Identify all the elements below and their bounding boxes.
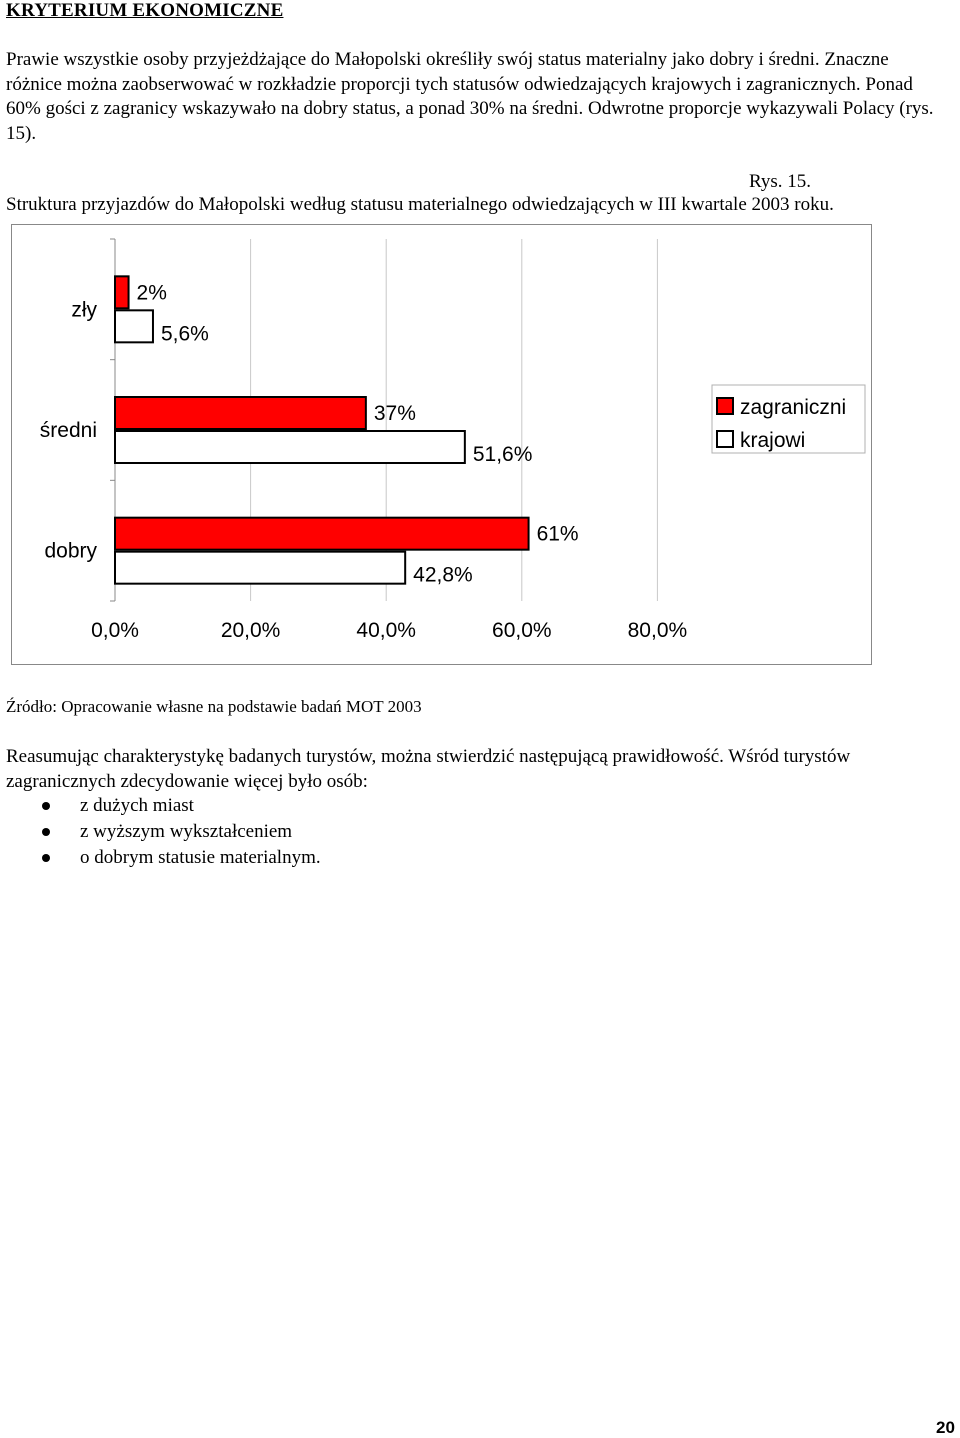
x-tick-label: 40,0% xyxy=(356,619,416,642)
page-number: 20 xyxy=(936,1418,955,1437)
bar xyxy=(114,275,130,310)
bullet-icon xyxy=(42,828,50,836)
x-tick-label: 60,0% xyxy=(492,619,552,642)
intro-paragraph: Prawie wszystkie osoby przyjeżdżające do… xyxy=(6,49,934,144)
data-label: 2% xyxy=(137,281,167,304)
figure-caption: Struktura przyjazdów do Małopolski wedłu… xyxy=(6,194,834,215)
legend-swatch xyxy=(716,397,734,415)
section-heading: KRYTERIUM EKONOMICZNE xyxy=(6,0,284,21)
bullet-icon xyxy=(42,854,50,862)
legend-label: zagraniczni xyxy=(740,396,846,419)
bar xyxy=(114,309,154,344)
data-label: 51,6% xyxy=(473,443,533,466)
bar xyxy=(114,430,466,464)
x-tick-label: 0,0% xyxy=(91,619,139,642)
bar xyxy=(114,396,367,430)
legend-box xyxy=(711,384,866,454)
category-label: średni xyxy=(40,419,97,442)
bullet-icon xyxy=(42,802,50,810)
bar-chart: zły 2% 5,6% średni 37% 51,6% dobry 61% 42,8% 0,0%… xyxy=(40,238,866,642)
legend-label: krajowi xyxy=(740,429,805,452)
data-label: 37% xyxy=(374,402,416,425)
source-note: Źródło: Opracowanie własne na podstawie … xyxy=(6,697,422,716)
data-label: 42,8% xyxy=(413,564,473,587)
data-label: 5,6% xyxy=(161,322,209,345)
list-item-text: o dobrym statusie materialnym. xyxy=(80,847,321,868)
legend-swatch xyxy=(716,430,734,448)
list-item: z dużych miast xyxy=(0,794,321,820)
bullet-list: z dużych miast z wyższym wykształceniem … xyxy=(0,794,321,872)
summary-paragraph: Reasumując charakterystykę badanych tury… xyxy=(6,746,851,792)
category-label: dobry xyxy=(44,540,97,563)
list-item: z wyższym wykształceniem xyxy=(0,820,321,846)
x-tick-label: 80,0% xyxy=(628,619,688,642)
category-label: zły xyxy=(71,298,97,321)
data-label: 61% xyxy=(537,523,579,546)
x-tick-label: 20,0% xyxy=(221,619,281,642)
list-item-text: z dużych miast xyxy=(80,795,194,816)
bar xyxy=(114,550,407,585)
bar xyxy=(114,516,530,551)
figure-label: Rys. 15. xyxy=(749,171,812,192)
list-item: o dobrym statusie materialnym. xyxy=(0,846,321,872)
list-item-text: z wyższym wykształceniem xyxy=(80,821,293,842)
chart-frame: zły 2% 5,6% średni 37% 51,6% dobry 61% 42,8% 0,0%… xyxy=(11,224,872,665)
